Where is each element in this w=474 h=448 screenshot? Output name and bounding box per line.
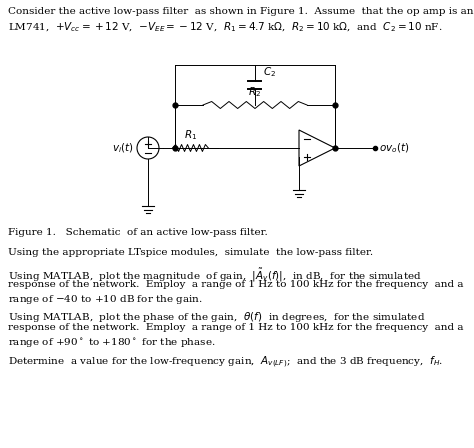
Text: Using MATLAB,  plot the phase of the gain,  $\theta(f)$  in degrees,  for the si: Using MATLAB, plot the phase of the gain… <box>8 310 425 324</box>
Text: range of $-$40 to +10 dB for the gain.: range of $-$40 to +10 dB for the gain. <box>8 293 203 306</box>
Text: Using the appropriate LTspice modules,  simulate  the low-pass filter.: Using the appropriate LTspice modules, s… <box>8 248 373 257</box>
Text: response of the network.  Employ  a range of 1 Hz to 100 kHz for the frequency  : response of the network. Employ a range … <box>8 280 464 289</box>
Text: Consider the active low-pass filter  as shown in Figure 1.  Assume  that the op : Consider the active low-pass filter as s… <box>8 7 474 16</box>
Text: Determine  a value for the low-frequency gain,  $A_{v(LF)}$;  and the 3 dB frequ: Determine a value for the low-frequency … <box>8 355 443 370</box>
Text: Using MATLAB,  plot the magnitude  of gain,  $|\tilde{A}_v(f)|$,  in dB,  for th: Using MATLAB, plot the magnitude of gain… <box>8 267 422 284</box>
Text: $v_i(t)$: $v_i(t)$ <box>112 141 134 155</box>
Text: Figure 1.   Schematic  of an active low-pass filter.: Figure 1. Schematic of an active low-pas… <box>8 228 268 237</box>
Text: response of the network.  Employ  a range of 1 Hz to 100 kHz for the frequency  : response of the network. Employ a range … <box>8 323 464 332</box>
Text: $ov_o(t)$: $ov_o(t)$ <box>379 141 410 155</box>
Text: $C_2$: $C_2$ <box>263 65 276 79</box>
Text: $R_2$: $R_2$ <box>248 85 262 99</box>
Text: range of +90$^\circ$ to +180$^\circ$ for the phase.: range of +90$^\circ$ to +180$^\circ$ for… <box>8 336 216 350</box>
Text: LM741,  $+V_{cc}=+12$ V,  $-V_{EE}=-12$ V,  $R_1=4.7$ k$\Omega$,  $R_2=10$ k$\Om: LM741, $+V_{cc}=+12$ V, $-V_{EE}=-12$ V,… <box>8 20 442 34</box>
Text: $R_1$: $R_1$ <box>184 128 197 142</box>
